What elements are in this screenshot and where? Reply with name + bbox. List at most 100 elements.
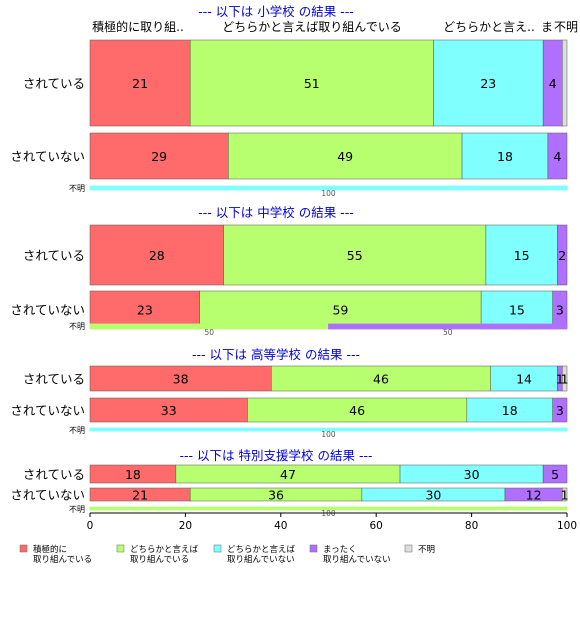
data-label: 30	[464, 467, 480, 482]
data-label: 1	[561, 488, 569, 503]
legend-label: まったく	[323, 545, 357, 555]
x-tick-label: 0	[87, 520, 94, 532]
data-label: 1	[561, 372, 569, 387]
data-label: 50	[443, 328, 453, 337]
data-label: 51	[304, 76, 320, 91]
data-label: 59	[332, 303, 348, 318]
x-tick-label: 80	[465, 520, 478, 532]
bar-segment	[561, 487, 568, 502]
panel-title: --- 以下は 高等学校 の結果 ---	[192, 347, 360, 362]
column-header: 積極的に取り組..	[92, 19, 184, 34]
bar-segment	[461, 132, 549, 180]
data-label: 21	[132, 76, 148, 91]
bar-segment	[433, 39, 544, 127]
bar-segment	[480, 290, 553, 329]
legend-label: どちらかと言えば	[227, 544, 296, 555]
legend-label: 取り組んでいない	[323, 554, 391, 565]
bar-segment	[89, 365, 272, 392]
x-tick-label: 20	[179, 520, 192, 532]
row-label: されていない	[10, 403, 85, 418]
panel-title: --- 以下は 特別支援学校 の結果 ---	[180, 448, 373, 463]
bar-segment	[552, 397, 568, 423]
legend-swatch	[309, 544, 318, 553]
data-label: 33	[161, 403, 177, 418]
data-label: 15	[514, 248, 530, 263]
data-label: 4	[553, 149, 561, 164]
bar-segment	[561, 39, 568, 127]
data-label: 12	[526, 488, 542, 503]
data-label: 3	[556, 303, 564, 318]
legend-swatch	[404, 544, 413, 553]
data-label: 46	[349, 403, 365, 418]
bar-segment	[189, 39, 434, 127]
bar-segment	[485, 224, 558, 286]
legend-swatch	[116, 544, 125, 553]
bar-segment	[89, 132, 229, 180]
row-label: 不明	[69, 505, 85, 514]
panel-title: --- 以下は 中学校 の結果 ---	[198, 205, 353, 220]
row-label: 不明	[69, 184, 85, 193]
legend-label: どちらかと言えば	[130, 544, 199, 555]
data-label: 18	[502, 403, 518, 418]
data-label: 100	[321, 430, 336, 439]
x-tick-label: 100	[557, 520, 577, 532]
bar-segment	[223, 224, 487, 286]
row-label: 不明	[69, 426, 85, 435]
data-label: 14	[516, 372, 532, 387]
column-header: どちらかと言え..	[443, 20, 535, 34]
bar-segment	[547, 132, 568, 180]
data-label: 5	[551, 467, 559, 482]
bar-segment	[89, 185, 568, 191]
row-label: されている	[23, 76, 85, 91]
row-label: されていない	[10, 303, 85, 318]
row-label: 不明	[69, 322, 85, 331]
data-label: 30	[425, 488, 441, 503]
data-label: 1	[556, 372, 564, 387]
bar-segment	[466, 397, 553, 423]
legend-label: 取り組んでいる	[33, 554, 92, 565]
data-label: 18	[125, 467, 141, 482]
bar-segment	[89, 39, 191, 127]
data-label: 18	[497, 149, 513, 164]
row-label: されている	[23, 467, 85, 482]
legend-swatch	[213, 544, 222, 553]
legend-label: 不明	[418, 545, 435, 555]
data-label: 46	[373, 372, 389, 387]
bar-segment	[89, 290, 200, 329]
data-label: 47	[280, 467, 296, 482]
legend-label: 取り組んでいない	[227, 554, 295, 565]
row-label: されている	[23, 248, 85, 263]
data-label: 28	[149, 248, 165, 263]
data-label: 36	[268, 488, 284, 503]
bar-segment	[271, 365, 491, 392]
data-label: 50	[204, 328, 214, 337]
x-tick-label: 60	[370, 520, 383, 532]
bar-segment	[89, 224, 224, 286]
row-label: されていない	[10, 488, 85, 503]
data-label: 38	[173, 372, 189, 387]
data-label: 23	[480, 76, 496, 91]
data-label: 2	[558, 248, 566, 263]
bar-segment	[228, 132, 463, 180]
bar-segment	[89, 427, 568, 432]
bar-segment	[89, 506, 568, 511]
bar-segment	[557, 224, 568, 286]
legend-label: 積極的に	[33, 544, 67, 555]
legend-label: 取り組んでいる	[130, 554, 189, 565]
data-label: 55	[347, 248, 363, 263]
bar-segment	[328, 323, 568, 330]
data-label: 29	[151, 149, 167, 164]
bar-segment	[561, 365, 568, 392]
bar-segment	[542, 464, 568, 484]
bar-segment	[89, 397, 248, 423]
data-label: 21	[132, 488, 148, 503]
panel-title: --- 以下は 小学校 の結果 ---	[198, 4, 353, 19]
data-label: 15	[509, 303, 525, 318]
column-header: 不明	[554, 20, 578, 34]
bar-segment	[247, 397, 468, 423]
row-label: されていない	[10, 149, 85, 164]
row-label: されている	[23, 372, 85, 387]
data-label: 49	[337, 149, 353, 164]
